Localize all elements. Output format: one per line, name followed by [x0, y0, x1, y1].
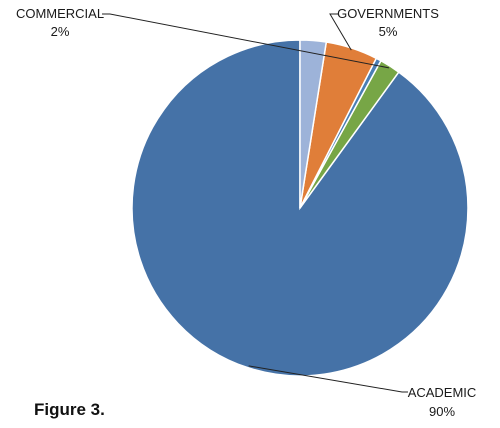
label-governments-value: 5%: [379, 24, 398, 39]
label-governments-name: GOVERNMENTS: [337, 6, 439, 21]
pie-slices: [131, 39, 469, 377]
label-commercial-name: COMMERCIAL: [16, 6, 104, 21]
label-academic-value: 90%: [429, 404, 455, 419]
leader-line-governments: [329, 13, 352, 51]
pie-slice-unlabeled-4: [299, 39, 328, 209]
label-academic-name: ACADEMIC: [408, 385, 477, 400]
leader-line-commercial: [102, 13, 390, 69]
leader-line-academic: [248, 365, 408, 393]
leader-lines: [102, 13, 408, 393]
figure-caption: Figure 3.: [34, 400, 105, 419]
label-commercial-value: 2%: [51, 24, 70, 39]
